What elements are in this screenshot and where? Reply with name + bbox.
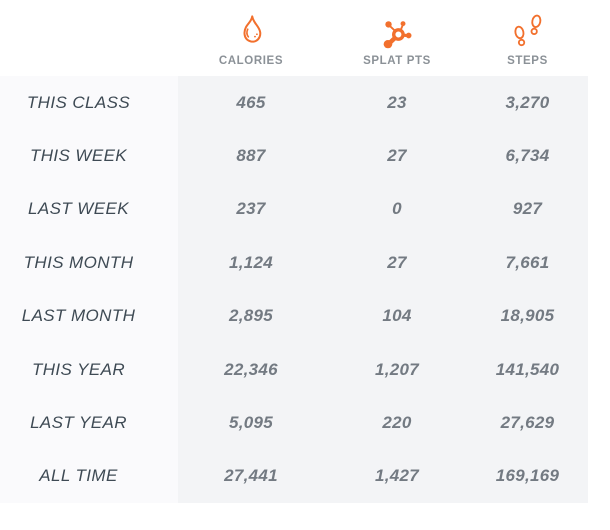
splat-pts-value: 23 [387, 92, 407, 112]
column-header-label-splat-pts: SPLAT PTS [363, 55, 431, 67]
row-label: THIS CLASS [26, 92, 131, 112]
row-label: LAST YEAR [30, 412, 127, 432]
calories-value: 2,895 [228, 306, 274, 326]
table-row: THIS MONTH 1,124 27 7,661 [0, 236, 610, 289]
column-header-steps: STEPS [449, 0, 606, 76]
table-row: ALL TIME 27,441 1,427 169,169 [0, 450, 610, 503]
table-row: THIS WEEK 887 27 6,734 [0, 129, 610, 182]
table-row: THIS CLASS 465 23 3,270 [0, 76, 610, 129]
row-label: THIS WEEK [29, 146, 128, 166]
calories-value: 27,441 [224, 466, 278, 486]
stats-table: THIS CLASS 465 23 3,270 THIS WEEK 887 27… [0, 76, 610, 503]
steps-value: 141,540 [495, 359, 560, 379]
steps-value: 927 [512, 199, 543, 219]
row-label: THIS MONTH [23, 252, 134, 272]
stats-header: CALORIES SPLAT PTS [0, 0, 610, 76]
row-label: ALL TIME [39, 466, 118, 486]
steps-value: 27,629 [500, 412, 555, 432]
calories-value: 5,095 [228, 412, 274, 432]
steps-value: 3,270 [505, 92, 550, 112]
column-header-calories: CALORIES [157, 0, 345, 76]
column-header-splat-pts: SPLAT PTS [345, 0, 449, 76]
row-label: LAST WEEK [28, 199, 129, 219]
column-header-label-steps: STEPS [507, 55, 548, 67]
footsteps-icon [509, 10, 546, 50]
splat-pts-value: 0 [392, 199, 402, 219]
splat-pts-value: 1,207 [374, 359, 420, 379]
column-header-label-calories: CALORIES [218, 55, 284, 67]
table-row: LAST WEEK 237 0 927 [0, 183, 610, 236]
row-label-panel-background [0, 76, 178, 503]
steps-value: 7,661 [505, 252, 550, 272]
calories-value: 237 [236, 199, 266, 219]
splat-pts-value: 220 [382, 412, 412, 432]
splat-pts-value: 1,427 [374, 466, 420, 486]
table-row: LAST MONTH 2,895 104 18,905 [0, 290, 610, 343]
table-row: THIS YEAR 22,346 1,207 141,540 [0, 343, 610, 396]
calories-value: 22,346 [224, 359, 278, 379]
steps-value: 169,169 [495, 466, 560, 486]
calories-value: 465 [236, 92, 266, 112]
row-label: THIS YEAR [31, 359, 126, 379]
row-label: LAST MONTH [21, 306, 136, 326]
calories-value: 887 [236, 146, 266, 166]
header-spacer [0, 0, 157, 76]
flame-icon [235, 10, 268, 50]
stats-panel-background [178, 76, 588, 503]
splat-pts-value: 27 [387, 146, 407, 166]
splat-icon [381, 10, 413, 50]
table-row: LAST YEAR 5,095 220 27,629 [0, 396, 610, 449]
steps-value: 18,905 [500, 306, 555, 326]
calories-value: 1,124 [228, 252, 274, 272]
splat-pts-value: 104 [382, 306, 412, 326]
splat-pts-value: 27 [387, 252, 407, 272]
steps-value: 6,734 [505, 146, 550, 166]
